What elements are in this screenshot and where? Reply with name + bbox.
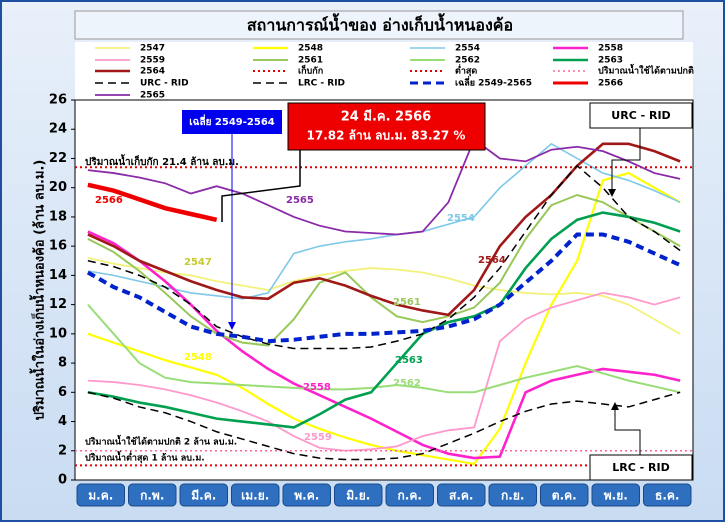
series-line [87,182,218,223]
annotation: ปริมาณน้ำใช้ได้ตามปกติ 2 ล้าน ลบ.ม. [85,435,237,448]
y-tick-label: 4 [58,414,67,429]
y-tick-label: 6 [58,385,67,400]
legend-box [75,42,693,100]
month-cell [591,483,640,507]
y-tick-label: 20 [49,180,67,195]
y-tick-label: 14 [49,268,67,283]
legend-label: ปริมาณน้ำใช้ได้ตามปกติ [598,64,694,77]
month-cell [643,483,692,507]
series-line [87,292,681,452]
y-tick-label: 22 [49,151,67,166]
month-cell [437,483,486,507]
month-cell [385,483,434,507]
annotation: ปริมาณน้ำเก็บกัก 21.4 ล้าน ลบ.ม. [85,154,239,168]
arrow [608,128,641,197]
series-label: 2554 [447,213,475,224]
y-tick-label: 24 [49,122,67,137]
x-tick-label: เม.ย. [241,489,269,503]
y-tick-label: 18 [49,209,67,224]
legend-label: 2563 [598,56,623,66]
series-line [87,164,681,350]
annotation: ปริมาณน้ำต่ำสุด 1 ล้าน ลบ.ม. [85,451,205,464]
legend-label: 2547 [140,44,165,54]
series-label: 2547 [184,257,212,268]
legend-label: URC - RID [140,79,189,89]
legend-label: ต่ำสุด [455,64,477,77]
x-tick-label: มี.ค. [191,489,216,503]
legend-label: เฉลี่ย 2549-2565 [455,76,532,89]
callout [221,150,301,222]
series-label: 2566 [95,195,123,206]
x-tick-label: ต.ค. [552,489,577,503]
x-tick-label: ส.ค. [449,489,473,503]
series-line [87,256,681,335]
series-label: 2564 [478,255,506,266]
annotation: URC - RID [611,109,670,122]
legend-label: 2561 [298,56,323,66]
y-tick-label: 2 [58,443,67,458]
x-tick-label: มิ.ย. [346,489,370,503]
y-tick-label: 0 [58,473,67,488]
legend-label: 2554 [455,44,480,54]
legend-label: 2562 [455,56,480,66]
annotation-box [287,102,486,151]
x-tick-label: ก.พ. [140,489,164,503]
x-tick-label: ก.ค. [398,489,422,503]
series-label: 2558 [303,382,331,393]
series-line [87,391,681,461]
month-cell [488,483,537,507]
y-tick-label: 16 [49,239,67,254]
series-label: 2559 [304,432,332,443]
y-tick-label: 12 [49,297,67,312]
annotation-box [589,102,693,129]
month-cell [334,483,383,507]
series-label: 2562 [393,378,421,389]
legend-label: 2548 [298,44,323,54]
y-tick-label: 26 [49,93,67,108]
x-tick-label: ม.ค. [88,489,113,503]
y-tick-label: 8 [58,356,67,371]
series-label: 2565 [286,195,314,206]
y-axis-label: ปริมาณน้ำในอ่างเก็บน้ำหนองค้อ (ล้าน ลบ.ม… [29,160,48,421]
series-label: 2561 [393,297,421,308]
series-line [87,230,681,460]
month-cell [231,483,280,507]
y-tick-label: 10 [49,326,67,341]
series-line [87,211,681,429]
legend-label: เก็บกัก [298,64,323,77]
legend-label: 2566 [598,79,623,89]
month-cell [76,483,125,507]
legend-label: 2558 [598,44,623,54]
month-cell [179,483,228,507]
title-box [74,10,684,40]
annotation: LRC - RID [612,461,669,474]
series-label: 2563 [395,355,423,366]
series-line [87,193,681,347]
annotation: 24 มี.ค. 2566 [341,109,431,125]
series-line [87,138,681,236]
month-cell [282,483,331,507]
legend-label: 2564 [140,67,165,77]
annotation: 17.82 ล้าน ลบ.ม. 83.27 % [307,129,466,143]
month-cell [540,483,589,507]
series-label: 2548 [184,352,212,363]
annotation-box [182,110,282,134]
annotation: เฉลี่ย 2549-2564 [189,114,275,128]
x-tick-label: พ.ค. [294,489,319,503]
arrow [611,402,641,455]
legend-label: 2559 [140,56,165,66]
annotation-box [589,454,693,481]
x-tick-label: ก.ย. [501,489,524,503]
month-cell [128,483,177,507]
chart-title: สถานการณ์น้ำของ อ่างเก็บน้ำหนองค้อ [247,13,513,35]
legend-label: 2565 [140,91,165,101]
series-line [87,303,681,394]
x-tick-label: ธ.ค. [655,489,679,503]
series-line [87,142,681,317]
series-line [86,232,681,344]
x-tick-label: พ.ย. [604,489,628,503]
legend-label: LRC - RID [298,79,345,89]
